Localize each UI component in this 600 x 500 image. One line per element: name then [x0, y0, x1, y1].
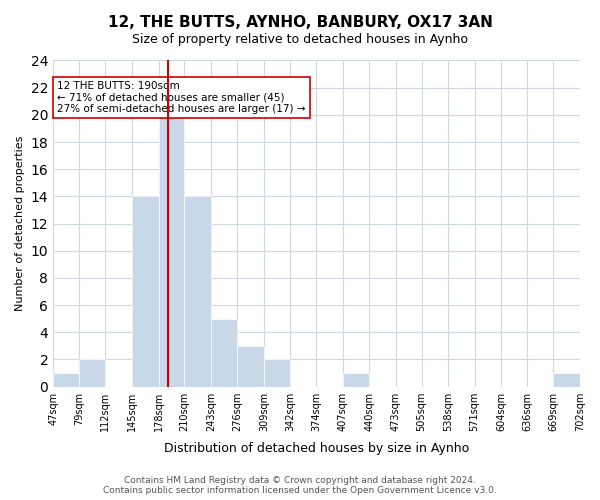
Bar [553, 373, 580, 386]
Bar [264, 360, 290, 386]
Bar [158, 115, 184, 386]
Bar [184, 196, 211, 386]
Bar [238, 346, 264, 387]
Bar [53, 373, 79, 386]
Bar [211, 318, 238, 386]
X-axis label: Distribution of detached houses by size in Aynho: Distribution of detached houses by size … [164, 442, 469, 455]
Text: Size of property relative to detached houses in Aynho: Size of property relative to detached ho… [132, 32, 468, 46]
Y-axis label: Number of detached properties: Number of detached properties [15, 136, 25, 312]
Bar [343, 373, 369, 386]
Bar [79, 360, 106, 386]
Text: 12 THE BUTTS: 190sqm
← 71% of detached houses are smaller (45)
27% of semi-detac: 12 THE BUTTS: 190sqm ← 71% of detached h… [57, 81, 305, 114]
Bar [132, 196, 158, 386]
Text: Contains HM Land Registry data © Crown copyright and database right 2024.
Contai: Contains HM Land Registry data © Crown c… [103, 476, 497, 495]
Text: 12, THE BUTTS, AYNHO, BANBURY, OX17 3AN: 12, THE BUTTS, AYNHO, BANBURY, OX17 3AN [107, 15, 493, 30]
